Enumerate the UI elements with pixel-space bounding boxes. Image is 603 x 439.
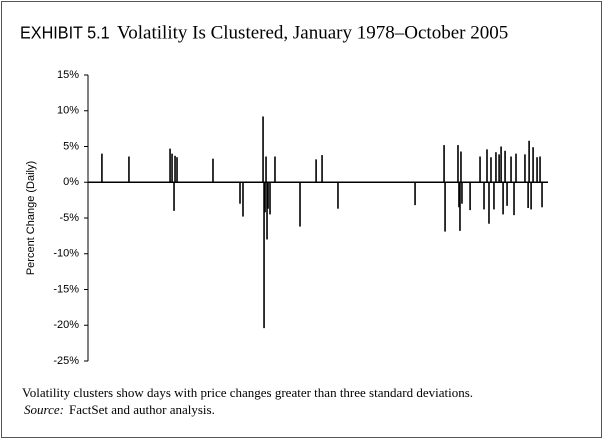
source-label: Source: xyxy=(24,402,64,417)
y-tick-label: -20% xyxy=(53,319,79,331)
y-tick-label: -10% xyxy=(53,248,79,260)
y-tick-label: -15% xyxy=(53,283,79,295)
y-tick-label: 10% xyxy=(57,105,79,117)
caption: Volatility clusters show days with price… xyxy=(22,385,473,400)
y-tick-label: -25% xyxy=(53,355,79,367)
y-tick-label: 0% xyxy=(63,176,79,188)
y-tick-label: -5% xyxy=(59,212,79,224)
y-axis-label: Percent Change (Daily) xyxy=(25,161,37,275)
source: FactSet and author analysis. xyxy=(69,402,215,417)
y-tick-label: 15% xyxy=(57,69,79,81)
chart-title: Volatility Is Clustered, January 1978–Oc… xyxy=(117,22,508,43)
exhibit-label: EXHIBIT 5.1 xyxy=(20,23,110,43)
y-tick-label: 5% xyxy=(63,140,79,152)
